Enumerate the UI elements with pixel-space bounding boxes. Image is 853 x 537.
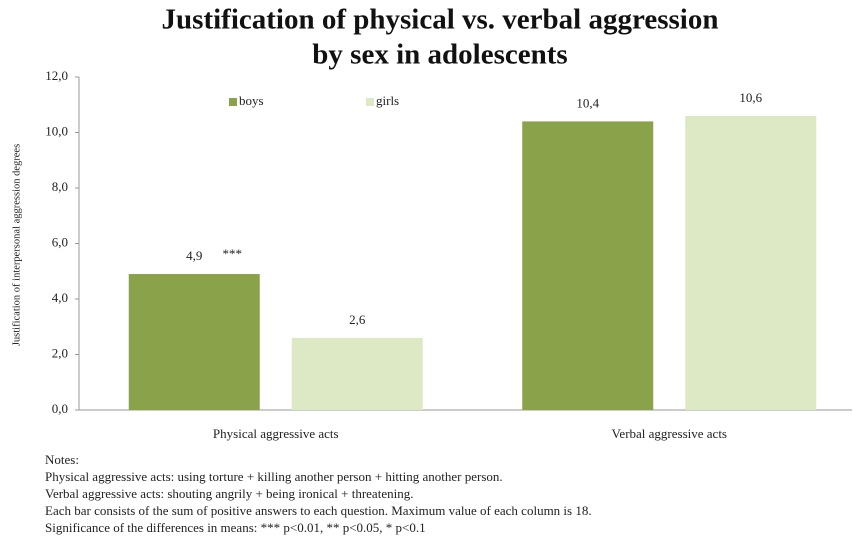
- y-axis-label: Justification of interpersonal aggressio…: [11, 144, 22, 346]
- bar: [128, 274, 260, 410]
- y-tick-label: 6,0: [52, 234, 68, 249]
- value-label: 2,6: [349, 312, 366, 327]
- chart-title: Justification of physical vs. verbal agg…: [162, 4, 719, 36]
- legend-swatch: [366, 98, 374, 106]
- note: Each bar consists of the sum of positive…: [45, 503, 592, 518]
- note: Significance of the differences in means…: [45, 520, 426, 535]
- bar: [291, 337, 423, 410]
- legend-label: boys: [239, 93, 264, 108]
- bar: [522, 121, 654, 411]
- note: Notes:: [45, 452, 79, 467]
- y-tick-label: 2,0: [52, 345, 68, 360]
- y-tick-label: 8,0: [52, 179, 68, 194]
- value-label: 4,9: [186, 248, 202, 263]
- y-tick-label: 0,0: [52, 401, 68, 416]
- legend-label: girls: [376, 93, 399, 108]
- x-tick-label: Verbal aggressive acts: [611, 426, 727, 441]
- bar: [685, 115, 817, 410]
- chart-title: by sex in adolescents: [312, 39, 567, 71]
- y-tick-label: 12,0: [45, 68, 68, 83]
- legend-swatch: [229, 98, 237, 106]
- x-tick-label: Physical aggressive acts: [213, 426, 339, 441]
- value-label: 10,4: [576, 95, 599, 110]
- y-tick-label: 4,0: [52, 290, 68, 305]
- note: Verbal aggressive acts: shouting angrily…: [45, 486, 413, 501]
- y-tick-label: 10,0: [45, 123, 68, 138]
- value-label: 10,6: [739, 90, 762, 105]
- annotation: ***: [223, 246, 243, 261]
- note: Physical aggressive acts: using torture …: [45, 469, 503, 484]
